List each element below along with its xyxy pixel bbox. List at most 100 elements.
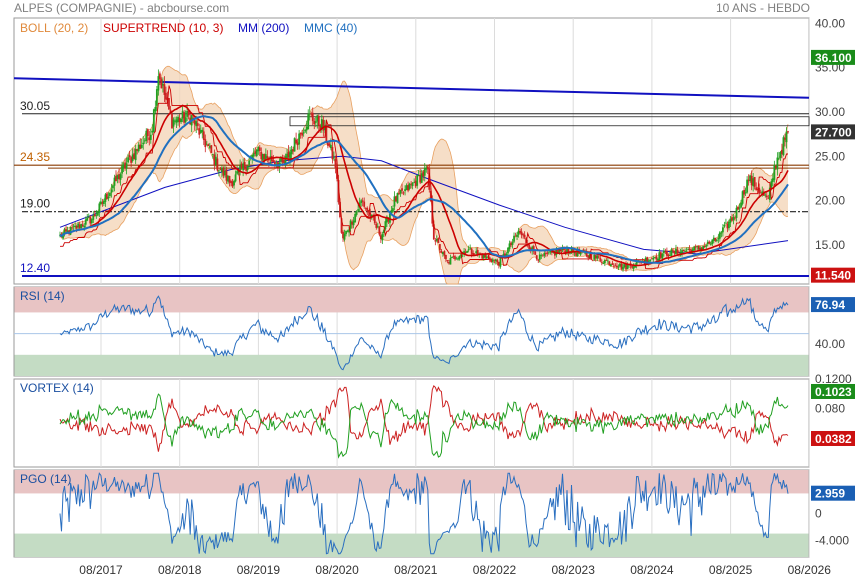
price-badge: 27.700 [815,125,852,139]
candle-body [676,249,679,254]
candle-body [508,243,511,250]
candle-body [127,157,130,163]
candle-body [168,98,170,110]
candle-body [672,249,674,251]
candle-body [455,258,458,260]
candle-body [379,235,382,240]
pgo-badge: 2.959 [815,487,845,501]
x-tick-label: 08/2022 [473,563,517,577]
candle-body [744,192,747,194]
candle-body [230,181,232,184]
candle-body [227,175,229,182]
candle-body [491,259,494,262]
candle-body [665,251,668,256]
candle-body [635,261,638,266]
candle-body [177,116,179,123]
candle-body [699,247,702,251]
candle-body [196,123,199,126]
candle-body [687,249,689,251]
candle-body [118,174,120,180]
candle-body [240,163,243,169]
candle-body [449,258,452,265]
candle-body [726,223,729,229]
candle-body [761,191,764,196]
candle-body [505,253,508,257]
candle-body [208,146,211,148]
candle-body [373,216,376,224]
candle-body [576,249,579,257]
candle-body [591,260,594,262]
x-tick-label: 08/2023 [552,563,596,577]
candle-body [408,183,411,189]
pgo-legend: PGO (14) [20,472,71,486]
candle-body [395,196,397,202]
candle-body [731,217,733,221]
candle-body [93,214,96,217]
mmc40-line [59,115,789,264]
candle-body [785,131,788,143]
candle-body [146,129,149,137]
candle-body [295,139,297,144]
candle-body [393,196,396,207]
candle-body [231,181,234,187]
candle-body [136,149,139,151]
candle-body [80,223,83,229]
candle-body [570,247,573,254]
candle-body [404,189,406,192]
candle-body [261,154,264,161]
candle-body [566,248,568,254]
candle-body [743,190,745,195]
candle-body [537,259,540,261]
candle-body [286,153,288,159]
candle-body [96,211,99,216]
candle-body [472,252,475,256]
candle-body [446,260,449,261]
candle-body [314,121,317,123]
candle-body [302,132,305,134]
candle-body [325,125,328,142]
rsi-zone [14,287,809,313]
candle-body [549,250,552,253]
candle-body [298,133,301,145]
candle-body [305,126,308,131]
candle-body [289,152,291,160]
candle-body [175,119,178,123]
vortex-badge-bg [811,383,855,399]
candle-body [381,234,384,241]
candle-body [137,144,140,152]
candle-body [531,246,534,252]
x-tick-label: 08/2017 [79,563,123,577]
candle-body [246,165,249,170]
bollinger-lower [59,128,789,285]
candle-body [617,266,620,268]
candle-body [284,156,287,165]
candle-body [225,169,228,181]
candle-body [139,144,142,149]
candle-body [354,214,357,222]
candle-body [765,195,768,198]
candle-body [308,113,311,115]
y-tick-label: 20.00 [815,194,845,208]
candle-body [525,238,528,243]
candle-body [469,247,472,249]
candle-body [214,156,217,165]
candle-body [192,117,195,119]
candle-body [573,252,576,254]
candle-body [296,142,299,146]
candle-body [162,83,164,86]
candle-body [258,147,261,151]
candle-body [514,235,517,237]
candle-body [233,180,235,186]
vortex-legend: VORTEX (14) [20,381,94,395]
legend-item: SUPERTREND (10, 3) [103,21,223,35]
candle-body [717,237,720,240]
candle-body [432,224,435,240]
price-badge-bg [811,124,855,140]
candle-body [535,255,538,260]
candle-body [154,106,157,112]
candle-body [718,232,721,239]
candle-body [782,137,785,156]
candle-body [700,247,703,250]
candle-body [534,251,537,255]
